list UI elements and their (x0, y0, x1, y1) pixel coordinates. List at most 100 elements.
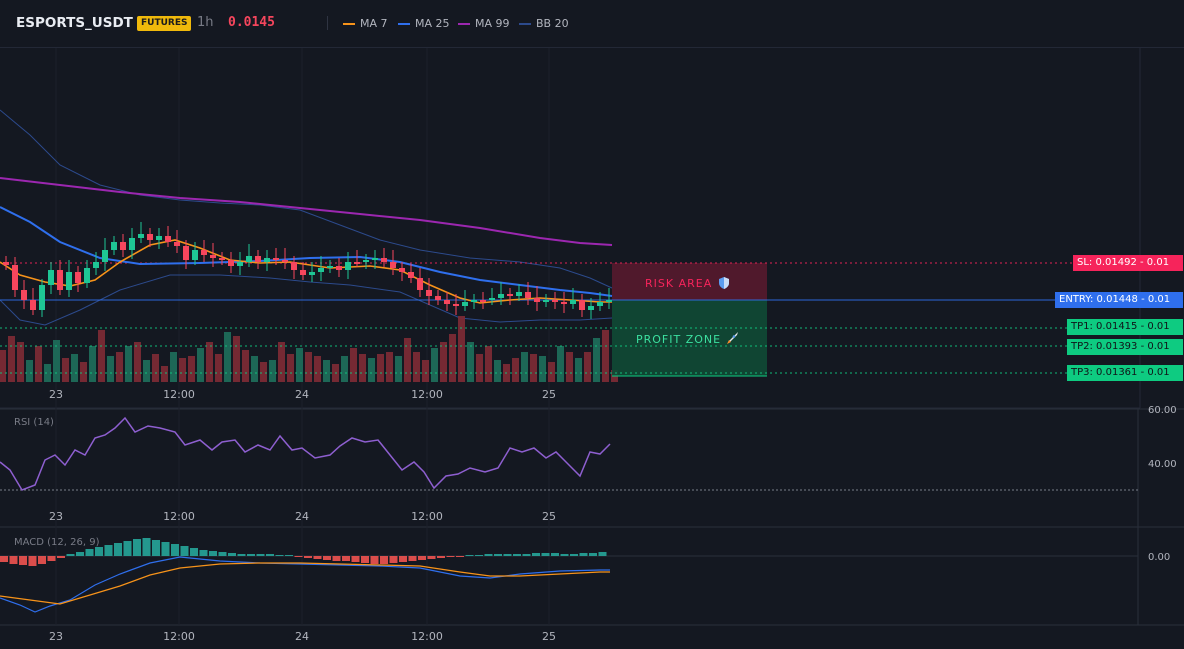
macd-histogram-bar (551, 553, 559, 556)
legend-ma25[interactable]: MA 25 (398, 17, 450, 30)
header-divider (327, 16, 328, 30)
macd-histogram-bar (76, 552, 84, 556)
volume-bar (287, 354, 294, 382)
candle-body (336, 266, 342, 270)
legend-ma99[interactable]: MA 99 (458, 17, 510, 30)
volume-bar (476, 354, 483, 382)
tp2-price-tag[interactable]: TP2: 0.01393 - 0.01 (1067, 339, 1183, 355)
time-axis-label: 25 (542, 388, 556, 401)
macd-histogram-bar (399, 556, 407, 562)
candle-body (39, 285, 45, 310)
candle-body (327, 266, 333, 268)
volume-bar (260, 362, 267, 382)
rsi-pane: RSI (14) 60.00 40.00 (0, 405, 1177, 491)
candle-body (507, 294, 513, 296)
macd-tick-0: 0.00 (1148, 552, 1170, 563)
macd-histogram-bar (123, 541, 132, 556)
macd-histogram-bar (57, 556, 65, 558)
volume-bar (89, 346, 96, 382)
volume-bar (467, 342, 474, 382)
volume-bar (152, 354, 159, 382)
candle-body (48, 270, 54, 285)
volume-bar (143, 360, 150, 382)
volume-bar (557, 346, 564, 382)
macd-histogram-bar (199, 550, 208, 556)
macd-histogram-bar (304, 556, 312, 558)
macd-histogram-bar (266, 554, 274, 556)
macd-histogram-bar (114, 543, 122, 556)
macd-histogram-bar (484, 554, 493, 556)
macd-histogram-bar (513, 554, 521, 556)
volume-bars (0, 316, 618, 382)
candle-body (129, 238, 135, 250)
risk-area (612, 263, 767, 300)
volume-bar (566, 352, 573, 382)
macd-label: MACD (12, 26, 9) (14, 537, 100, 548)
macd-histogram-bar (209, 551, 217, 556)
macd-histogram-bar (437, 556, 445, 558)
rsi-tick-40: 40.00 (1148, 459, 1177, 470)
volume-bar (62, 358, 69, 382)
volume-bar (359, 354, 366, 382)
macd-histogram-bar (47, 556, 56, 561)
macd-histogram-bar (456, 556, 464, 557)
volume-bar (404, 338, 411, 382)
volume-bar (170, 352, 177, 382)
volume-bar (80, 362, 87, 382)
volume-bar (107, 356, 114, 382)
candle-body (165, 236, 171, 242)
macd-pane: MACD (12, 26, 9) 0.00 (0, 537, 1170, 613)
volume-bar (71, 354, 78, 382)
candle-body (435, 296, 441, 300)
candle-body (552, 300, 558, 302)
symbol-name[interactable]: ESPORTS_USDT (16, 15, 133, 31)
candle-body (102, 250, 108, 262)
candle-body (12, 265, 18, 290)
tp3-price-tag[interactable]: TP3: 0.01361 - 0.01 (1067, 365, 1183, 381)
candle-body (30, 300, 36, 310)
macd-histogram-bar (66, 554, 75, 556)
volume-bar (188, 356, 195, 382)
volume-bar (0, 350, 6, 382)
time-axis-label: 25 (542, 630, 556, 643)
volume-bar (548, 362, 555, 382)
tp1-price-tag[interactable]: TP1: 0.01415 - 0.01 (1067, 319, 1183, 335)
line-swatch-icon (519, 22, 531, 25)
sl-price-tag[interactable]: SL: 0.01492 - 0.01 (1073, 255, 1183, 271)
candle-body (291, 262, 297, 270)
candle-body (264, 258, 270, 262)
candle-body (174, 242, 180, 246)
candle-body (273, 258, 279, 260)
macd-histogram-bar (370, 556, 379, 564)
legend-ma7[interactable]: MA 7 (343, 17, 388, 30)
volume-bar (278, 342, 285, 382)
volume-bar (449, 334, 456, 382)
candle-body (471, 300, 477, 302)
ma99-line (0, 177, 613, 246)
time-axis-label: 25 (542, 510, 556, 523)
time-axis-label: 12:00 (411, 630, 443, 643)
macd-histogram-bar (361, 556, 369, 563)
macd-histogram-bar (446, 556, 455, 557)
time-axis-label: 12:00 (163, 630, 195, 643)
legend-bb20[interactable]: BB 20 (519, 17, 569, 30)
candle-body (444, 300, 450, 304)
volume-bar (440, 342, 447, 382)
timeframe-selector[interactable]: 1h (197, 15, 214, 30)
macd-histogram-bar (285, 555, 293, 556)
volume-bar (242, 350, 249, 382)
rocket-icon (727, 332, 738, 344)
volume-bar (53, 340, 60, 382)
entry-price-tag[interactable]: ENTRY: 0.01448 - 0.01 (1055, 292, 1183, 308)
legend-label: MA 99 (475, 17, 510, 30)
candle-body (309, 272, 315, 275)
macd-histogram-bar (228, 553, 236, 556)
candle-body (534, 298, 540, 302)
macd-histogram-bar (218, 552, 227, 556)
volume-bar (575, 358, 582, 382)
volume-bar (539, 356, 546, 382)
time-axis-label: 24 (295, 388, 309, 401)
time-axis-label: 24 (295, 630, 309, 643)
rsi-line (0, 416, 611, 491)
